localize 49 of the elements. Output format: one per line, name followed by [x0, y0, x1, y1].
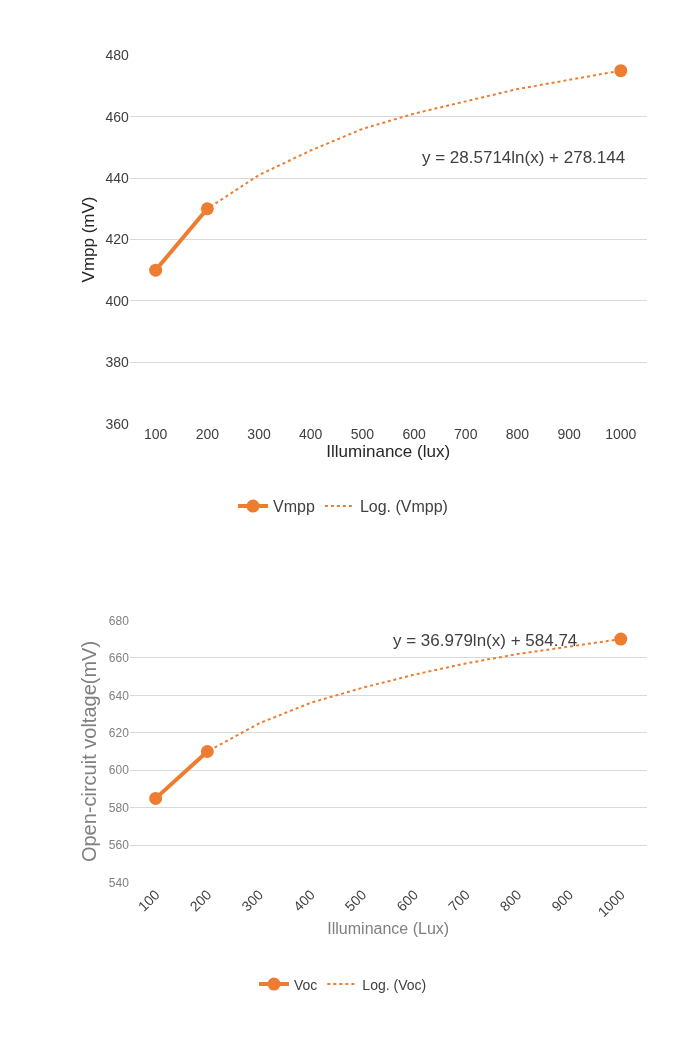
y-tick-label: 600 [108, 763, 130, 778]
y-tick-label: 460 [105, 108, 130, 125]
y-axis-title: Open-circuit voltage(mV) [78, 640, 101, 863]
point [614, 64, 628, 78]
x-axis-title: Illuminance (Lux) [327, 920, 450, 938]
x-tick-label: 700 [444, 886, 473, 915]
y-tick-label: 420 [105, 231, 130, 248]
x-tick-label: 900 [557, 425, 581, 442]
y-tick-label: 360 [105, 415, 130, 432]
x-tick-label: 400 [299, 425, 323, 442]
y-tick-label: 640 [108, 688, 130, 703]
x-tick-label: 600 [393, 886, 422, 915]
legend-label: Vmpp [273, 498, 315, 516]
y-tick-label: 380 [105, 354, 130, 371]
point [149, 263, 163, 277]
x-tick-label: 200 [195, 425, 220, 442]
x-tick-label: 700 [454, 425, 478, 442]
x-tick-label: 800 [496, 886, 525, 915]
y-tick-label: 680 [108, 613, 130, 628]
x-tick-label: 400 [289, 886, 318, 915]
x-tick-label: 800 [505, 425, 530, 442]
x-tick-label: 100 [143, 425, 168, 442]
y-tick-label: 560 [108, 838, 130, 853]
x-tick-label: 200 [186, 886, 215, 915]
x-tick-label: 300 [238, 886, 267, 915]
x-tick-label: 900 [548, 886, 577, 915]
x-tick-label: 1000 [605, 425, 637, 442]
annotation: y = 28.5714ln(x) + 278.144 [422, 148, 626, 167]
y-tick-label: 620 [108, 725, 130, 740]
y-tick-label: 480 [105, 47, 130, 64]
y-tick-label: 440 [105, 169, 130, 186]
x-tick-label: 300 [247, 425, 271, 442]
point [614, 632, 628, 646]
point [149, 791, 163, 805]
annotation: y = 36.979ln(x) + 584.74 [393, 631, 578, 650]
x-axis-title: Illuminance (lux) [326, 442, 451, 461]
y-tick-label: 540 [108, 875, 130, 890]
y-tick-label: 580 [108, 800, 130, 815]
legend-label: Log. (Voc) [362, 976, 427, 993]
x-tick-label: 500 [341, 886, 370, 915]
x-tick-label: 600 [402, 425, 426, 442]
x-tick-label: 100 [134, 886, 163, 915]
point [200, 745, 214, 759]
x-tick-label: 500 [350, 425, 375, 442]
legend-label: Log. (Vmpp) [359, 498, 448, 516]
y-tick-label: 400 [105, 292, 130, 309]
y-tick-label: 660 [108, 651, 130, 666]
legend-label: Voc [294, 976, 318, 993]
y-axis-title: Vmpp (mV) [79, 196, 99, 283]
